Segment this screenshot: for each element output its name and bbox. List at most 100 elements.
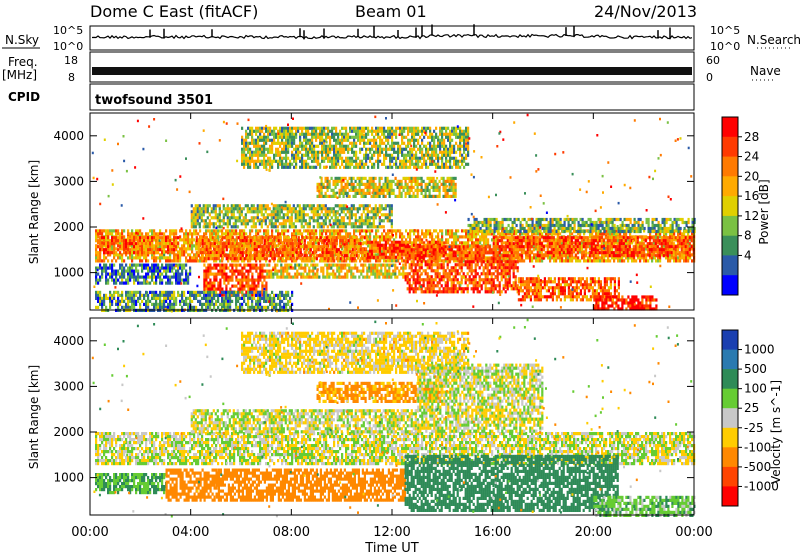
heatmap-cell bbox=[135, 256, 137, 259]
heatmap-cell bbox=[507, 239, 509, 242]
heatmap-cell bbox=[278, 254, 280, 257]
heatmap-cell bbox=[677, 259, 679, 262]
heatmap-cell bbox=[375, 250, 377, 253]
heatmap-cell bbox=[623, 236, 625, 239]
heatmap-cell bbox=[111, 239, 113, 242]
heatmap-cell bbox=[320, 236, 322, 239]
heatmap-cell bbox=[352, 248, 354, 251]
heatmap-cell bbox=[157, 256, 159, 259]
heatmap-cell bbox=[437, 232, 439, 235]
heatmap-cell bbox=[541, 254, 543, 257]
heatmap-cell bbox=[165, 236, 167, 239]
heatmap-cell bbox=[683, 242, 685, 245]
heatmap-cell bbox=[575, 239, 577, 242]
heatmap-cell bbox=[326, 251, 328, 254]
heatmap-cell bbox=[387, 235, 389, 238]
heatmap-cell bbox=[383, 229, 385, 232]
heatmap-cell bbox=[292, 257, 294, 260]
heatmap-cell bbox=[235, 232, 237, 235]
heatmap-cell bbox=[107, 251, 109, 254]
heatmap-cell bbox=[99, 229, 101, 232]
heatmap-cell bbox=[617, 236, 619, 239]
heatmap-cell bbox=[217, 232, 219, 235]
heatmap-cell bbox=[479, 235, 481, 238]
heatmap-cell bbox=[316, 245, 318, 248]
heatmap-cell bbox=[218, 254, 220, 257]
heatmap-cell bbox=[296, 251, 298, 254]
heatmap-cell bbox=[649, 236, 651, 239]
heatmap-cell bbox=[336, 257, 338, 260]
heatmap-cell bbox=[185, 259, 187, 262]
heatmap-cell bbox=[617, 242, 619, 245]
heatmap-cell bbox=[557, 248, 559, 251]
heatmap-cell bbox=[671, 248, 673, 251]
heatmap-cell bbox=[298, 236, 300, 239]
heatmap-cell bbox=[232, 251, 234, 254]
heatmap-cell bbox=[533, 256, 535, 259]
heatmap-cell bbox=[282, 248, 284, 251]
heatmap-cell bbox=[265, 232, 267, 235]
heatmap-cell bbox=[605, 242, 607, 245]
heatmap-cell bbox=[551, 245, 553, 248]
heatmap-cell bbox=[513, 254, 515, 257]
heatmap-cell bbox=[543, 236, 545, 239]
heatmap-cell bbox=[127, 256, 129, 259]
heatmap-cell bbox=[268, 254, 270, 257]
heatmap-cell bbox=[189, 241, 191, 244]
heatmap-cell bbox=[214, 254, 216, 257]
heatmap-cell bbox=[227, 232, 229, 235]
heatmap-cell bbox=[497, 254, 499, 257]
heatmap-cell bbox=[553, 251, 555, 254]
heatmap-cell bbox=[529, 236, 531, 239]
heatmap-cell bbox=[145, 256, 147, 259]
heatmap-cell bbox=[196, 239, 198, 242]
heatmap-cell bbox=[206, 239, 208, 242]
heatmap-cell bbox=[191, 250, 193, 253]
heatmap-cell bbox=[529, 251, 531, 254]
heatmap-cell bbox=[367, 253, 369, 256]
heatmap-cell bbox=[352, 242, 354, 245]
heatmap-cell bbox=[391, 256, 393, 259]
heatmap-cell bbox=[288, 248, 290, 251]
heatmap-cell bbox=[573, 248, 575, 251]
heatmap-cell bbox=[242, 236, 244, 239]
heatmap-cell bbox=[475, 238, 477, 241]
heatmap-cell bbox=[185, 238, 187, 241]
heatmap-cell bbox=[262, 245, 264, 248]
heatmap-cell bbox=[655, 248, 657, 251]
heatmap-cell bbox=[319, 229, 321, 232]
heatmap-cell bbox=[350, 242, 352, 245]
heatmap-cell bbox=[159, 256, 161, 259]
heatmap-cell bbox=[99, 251, 101, 254]
heatmap-cell bbox=[515, 236, 517, 239]
heatmap-cell bbox=[609, 254, 611, 257]
heatmap-cell bbox=[340, 245, 342, 248]
heatmap-cell bbox=[589, 242, 591, 245]
heatmap-cell bbox=[391, 259, 393, 262]
heatmap-cell bbox=[669, 245, 671, 248]
heatmap-cell bbox=[286, 236, 288, 239]
heatmap-cell bbox=[141, 259, 143, 262]
heatmap-cell bbox=[667, 251, 669, 254]
heatmap-cell bbox=[191, 232, 193, 235]
heatmap-cell bbox=[619, 248, 621, 251]
heatmap-cell bbox=[547, 242, 549, 245]
heatmap-cell bbox=[367, 256, 369, 259]
heatmap-cell bbox=[589, 254, 591, 257]
heatmap-cell bbox=[169, 229, 171, 232]
heatmap-cell bbox=[383, 244, 385, 247]
heatmap-cell bbox=[357, 229, 359, 232]
heatmap-cell bbox=[99, 242, 101, 245]
heatmap-cell bbox=[161, 236, 163, 239]
heatmap-cell bbox=[111, 251, 113, 254]
heatmap-cell bbox=[204, 248, 206, 251]
heatmap-cell bbox=[226, 239, 228, 242]
heatmap-cell bbox=[565, 236, 567, 239]
heatmap-cell bbox=[609, 235, 611, 238]
heatmap-cell bbox=[315, 232, 317, 235]
heatmap-cell bbox=[425, 229, 427, 232]
heatmap-cell bbox=[308, 257, 310, 260]
heatmap-cell bbox=[431, 232, 433, 235]
heatmap-cell bbox=[214, 257, 216, 260]
heatmap-cell bbox=[603, 239, 605, 242]
